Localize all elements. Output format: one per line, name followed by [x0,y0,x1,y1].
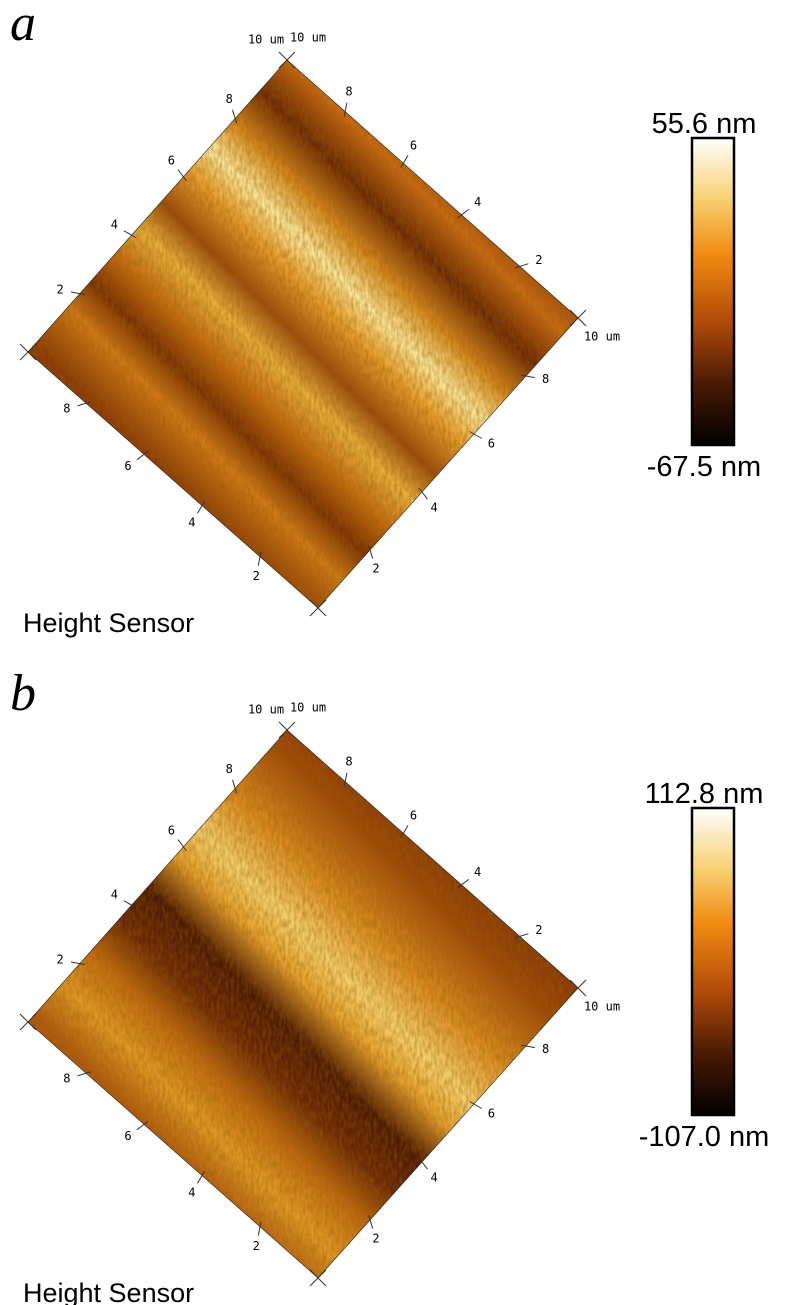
tick-label: 8 [542,372,549,386]
texture [20,725,585,1285]
corner-label: 10 um [584,330,620,344]
tick-label: 8 [63,1072,70,1086]
corner-label: 10 um [290,701,326,715]
panel-letter: a [10,0,36,52]
corner-label: 10 um [290,31,326,45]
image-caption: Height Sensor [23,1278,194,1305]
tick-label: 6 [488,1106,495,1120]
tick-label: 2 [57,952,64,966]
colorbar [692,808,734,1115]
tick-label: 2 [253,569,260,583]
corner-label: 10 um [248,703,284,717]
tick-label: 6 [410,808,417,822]
tick-label: 2 [253,1239,260,1253]
colorbar-max: 112.8 nm [645,778,764,810]
tick-label: 8 [226,762,233,776]
tick-label: 6 [168,823,175,837]
tick-label: 4 [111,888,118,902]
tick-label: 8 [63,402,70,416]
tick-label: 6 [410,138,417,152]
tick-label: 4 [188,515,195,529]
tick-label: 8 [345,754,352,768]
tick-label: 6 [168,153,175,167]
tick-label: 4 [430,500,437,514]
colorbar-max: 55.6 nm [652,108,757,140]
tick-label: 6 [124,1129,131,1143]
colorbar [692,138,734,445]
tick-label: 8 [345,84,352,98]
tick-label: 2 [535,923,542,937]
panel-letter: b [10,665,36,722]
texture [20,55,585,615]
corner-label: 10 um [248,33,284,47]
tick-label: 4 [474,195,481,209]
tick-label: 8 [226,92,233,106]
tick-label: 6 [124,459,131,473]
tick-label: 4 [111,218,118,232]
afm-panel: b 2 4 6 8 8 6 4 2 8 6 4 2 8 6 4 2 10 um 10 um 10 um 112.8 nm… [10,665,769,1305]
tick-label: 2 [535,253,542,267]
tick-label: 2 [372,562,379,576]
tick-label: 4 [474,865,481,879]
tick-label: 2 [372,1232,379,1246]
tick-label: 8 [542,1042,549,1056]
tick-label: 4 [188,1185,195,1199]
afm-panel: a 2 4 6 8 8 6 4 2 8 6 4 2 8 6 4 2 10 um 10 um 10 um 55.6 nm -… [10,0,761,638]
image-caption: Height Sensor [23,608,194,638]
corner-label: 10 um [584,1000,620,1014]
colorbar-min: -67.5 nm [647,451,761,483]
tick-label: 2 [57,282,64,296]
figure: a 2 4 6 8 8 6 4 2 8 6 4 2 8 6 4 2 10 um 10 um 10 um 55.6 nm -… [0,0,785,1305]
tick-label: 4 [430,1170,437,1184]
tick-label: 6 [488,436,495,450]
colorbar-min: -107.0 nm [639,1121,770,1153]
